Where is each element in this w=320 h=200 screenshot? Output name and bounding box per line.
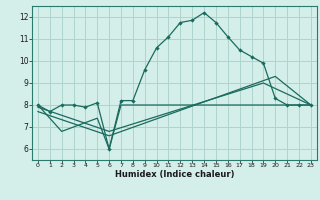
- X-axis label: Humidex (Indice chaleur): Humidex (Indice chaleur): [115, 170, 234, 179]
